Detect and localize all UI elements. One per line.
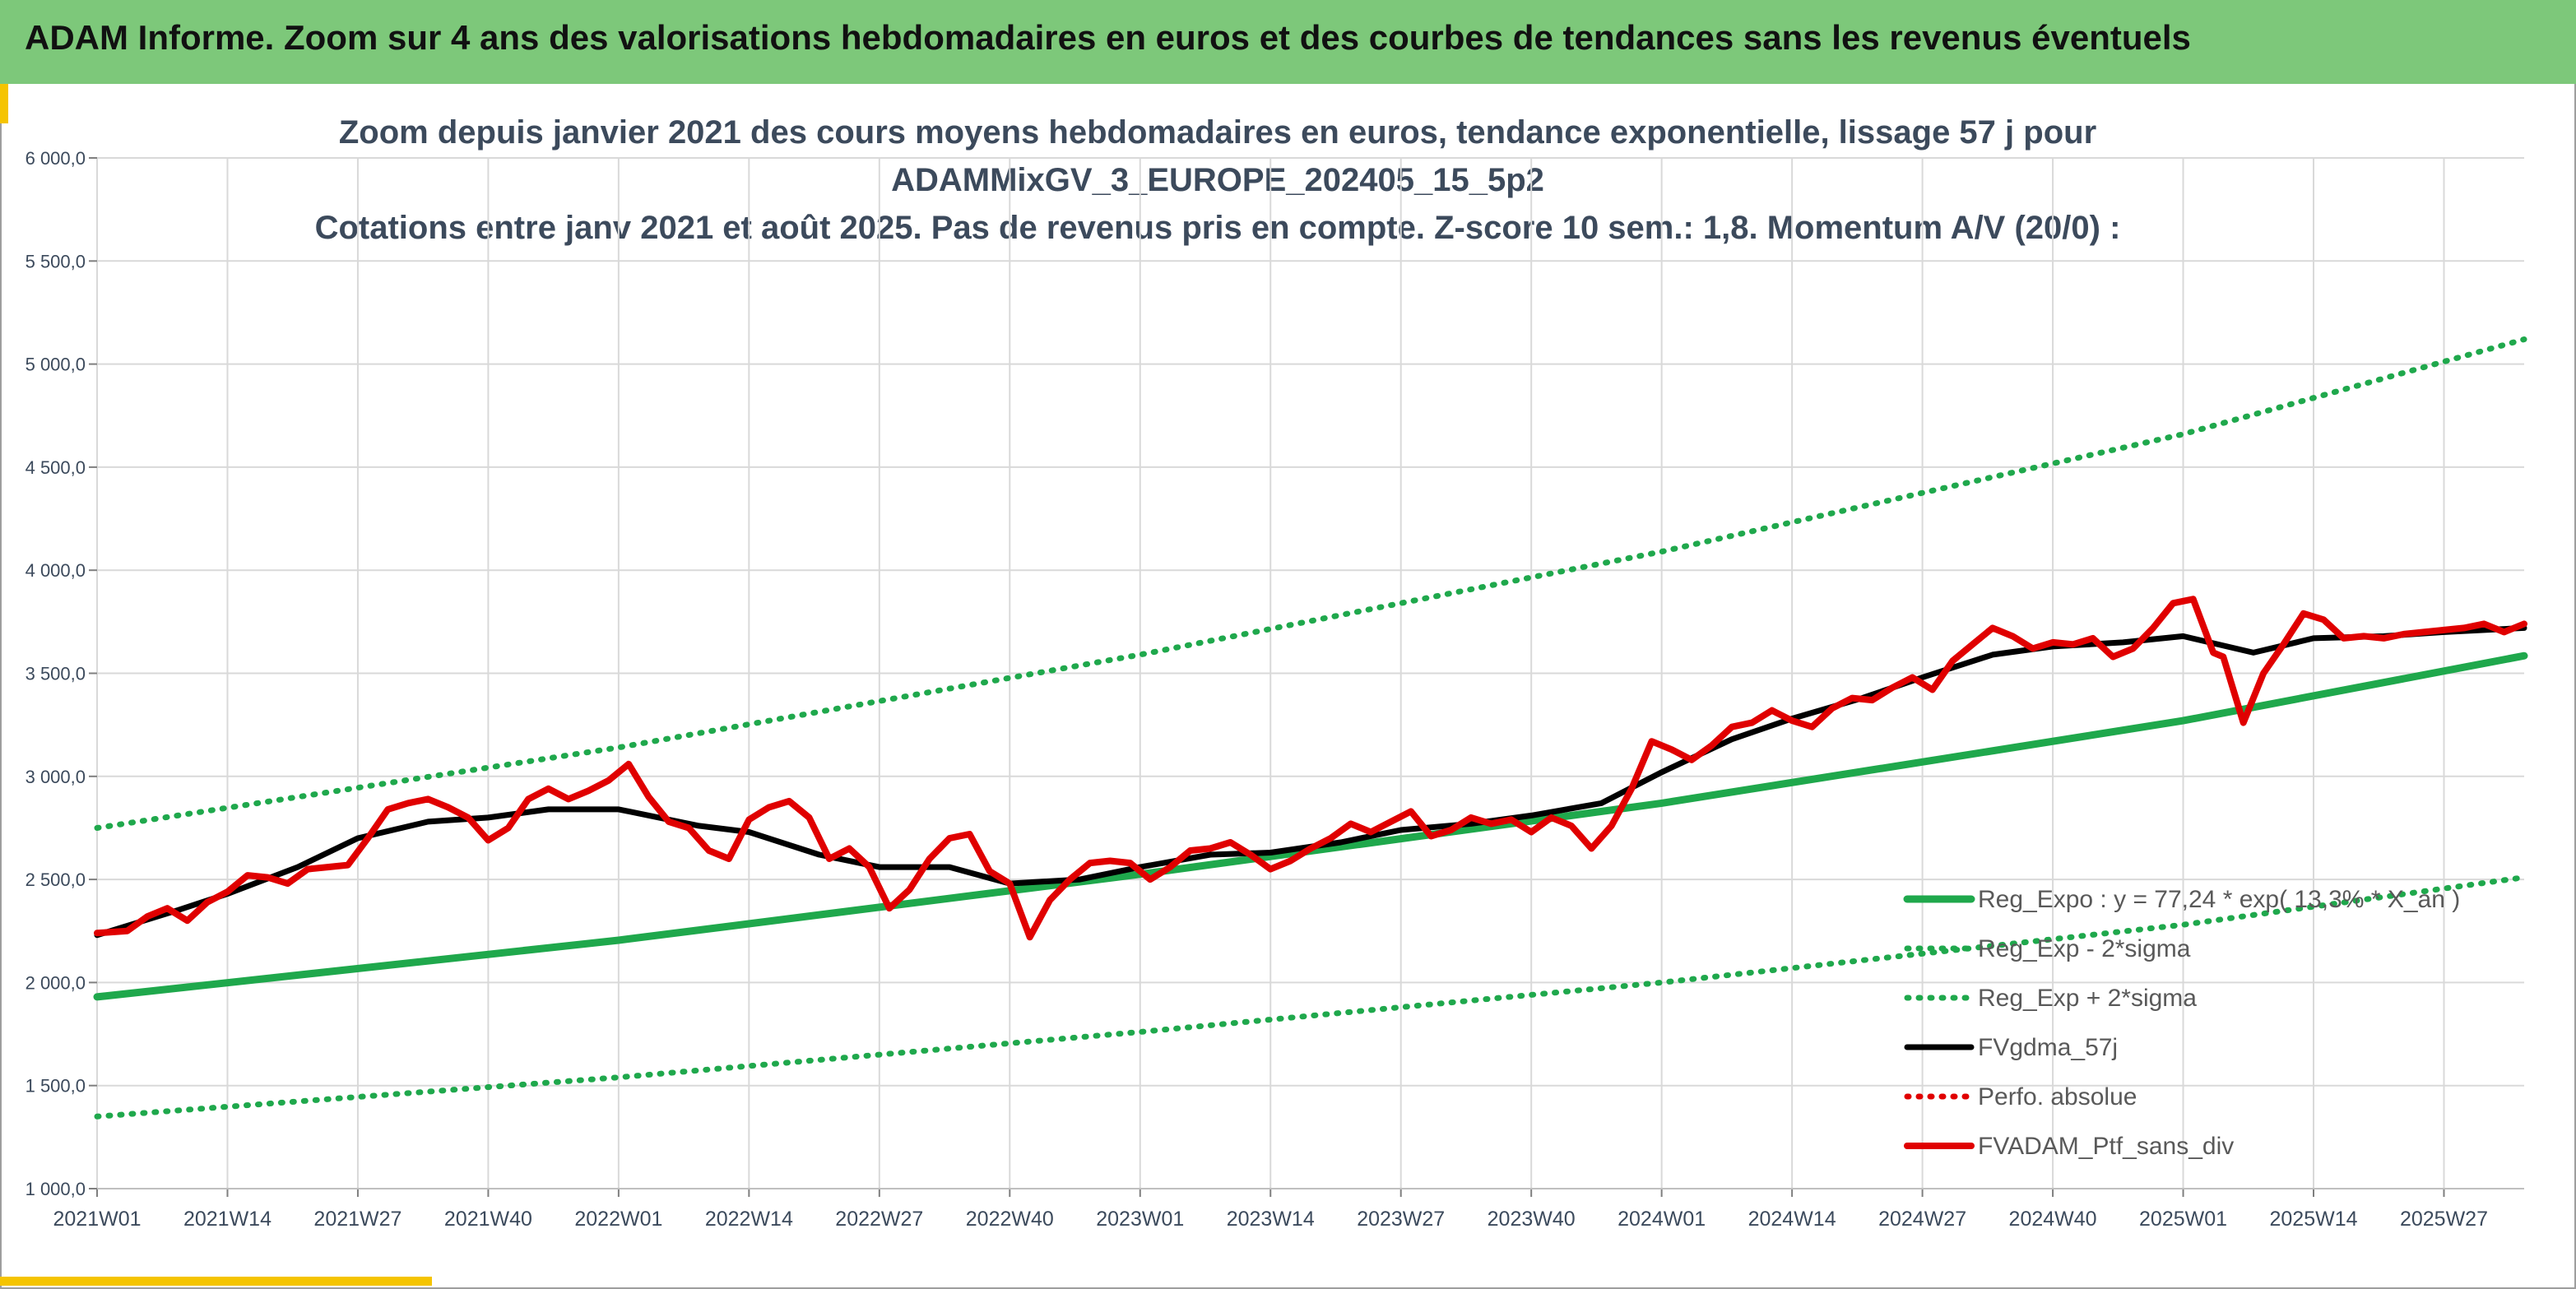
x-tick-label: 2021W27 <box>313 1208 401 1231</box>
legend: Reg_Expo : y = 77,24 * exp( 13,3% * X_an… <box>1903 886 2460 1160</box>
chart-title: Zoom depuis janvier 2021 des cours moyen… <box>247 109 2188 252</box>
x-tick-label: 2022W01 <box>574 1208 662 1231</box>
series-line-fvgdma-57j <box>94 624 2527 939</box>
y-tick-label: 5 000,0 <box>26 355 86 375</box>
x-tick-label: 2024W27 <box>1878 1208 1966 1231</box>
x-tick-label: 2023W27 <box>1357 1208 1445 1231</box>
x-tick-label: 2023W01 <box>1096 1208 1184 1231</box>
y-axis-ticks: 1 000,0 1 500,0 2 000,0 2 500,0 3 000,0 3 500… <box>26 148 97 1199</box>
y-tick-label: 4 500,0 <box>26 457 86 478</box>
y-tick-label: 6 000,0 <box>26 148 86 169</box>
banner-title: ADAM Informe. Zoom sur 4 ans des valoris… <box>25 18 2191 57</box>
x-tick-label: 2025W01 <box>2139 1208 2227 1231</box>
y-tick-label: 5 500,0 <box>26 251 86 271</box>
y-tick-label: 3 000,0 <box>26 767 86 787</box>
x-tick-label: 2024W40 <box>2009 1208 2097 1231</box>
legend-label-perfo-absolue: Perfo. absolue <box>1978 1083 2137 1110</box>
x-axis-ticks: 2021W01 2021W14 2021W27 2021W40 2022W01 2022W… <box>53 1188 2524 1231</box>
x-tick-label: 2021W40 <box>444 1208 532 1231</box>
x-tick-label: 2023W40 <box>1488 1208 1576 1231</box>
x-tick-label: 2024W01 <box>1618 1208 1706 1231</box>
x-tick-label: 2021W14 <box>183 1208 272 1231</box>
y-tick-label: 1 000,0 <box>26 1179 86 1199</box>
corner-accent-top-left <box>0 84 8 123</box>
y-tick-label: 3 500,0 <box>26 664 86 684</box>
x-tick-label: 2025W14 <box>2269 1208 2357 1231</box>
y-tick-label: 1 500,0 <box>26 1076 86 1097</box>
x-tick-label: 2021W01 <box>53 1208 141 1231</box>
gridlines <box>96 157 2524 1189</box>
series-lines <box>93 336 2528 1120</box>
y-tick-label: 2 000,0 <box>26 972 86 993</box>
x-tick-label: 2023W14 <box>1227 1208 1315 1231</box>
x-tick-label: 2022W14 <box>705 1208 793 1231</box>
legend-label-fvgdma-57j: FVgdma_57j <box>1978 1034 2118 1061</box>
chart-title-line-2: ADAMMixGV_3_EUROPE_202405_15_5p2 <box>891 162 1544 198</box>
legend-label-fvadam-ptf-sans-div: FVADAM_Ptf_sans_div <box>1978 1133 2234 1160</box>
x-tick-label: 2025W27 <box>2400 1208 2488 1231</box>
series-line-reg-exp-2-sigma <box>94 336 2527 831</box>
series-line-fvadam-ptf-sans-div <box>94 596 2527 941</box>
y-tick-label: 4 000,0 <box>26 560 86 581</box>
chart-title-line-3: Cotations entre janv 2021 et août 2025. … <box>314 210 2121 246</box>
y-tick-label: 2 500,0 <box>26 869 86 890</box>
header-banner: ADAM Informe. Zoom sur 4 ans des valoris… <box>0 0 2576 84</box>
legend-label-reg-exp-2-sigma: Reg_Exp - 2*sigma <box>1978 935 2191 962</box>
x-tick-label: 2022W27 <box>835 1208 923 1231</box>
series-line-reg-exp-2-sigma <box>94 874 2527 1120</box>
legend-label-reg-exp-2-sigma: Reg_Exp + 2*sigma <box>1978 985 2197 1012</box>
corner-accent-bottom-left <box>0 1277 432 1286</box>
x-tick-label: 2022W40 <box>966 1208 1054 1231</box>
chart-title-line-1: Zoom depuis janvier 2021 des cours moyen… <box>338 114 2097 151</box>
x-tick-label: 2024W14 <box>1748 1208 1836 1231</box>
legend-label-reg-expo-y-77-24-exp-13-3-x-an: Reg_Expo : y = 77,24 * exp( 13,3% * X_an… <box>1978 886 2460 913</box>
